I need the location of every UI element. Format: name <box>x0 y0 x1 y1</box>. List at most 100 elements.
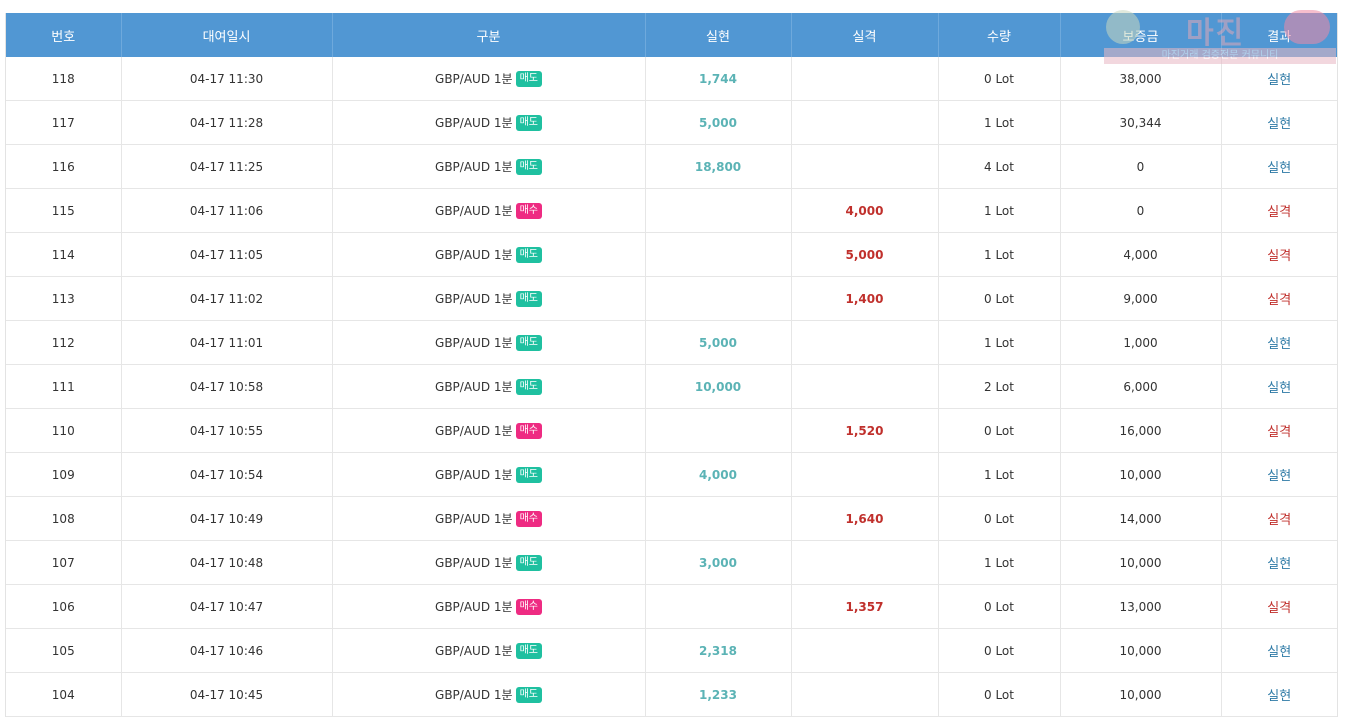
cell-result: 실격 <box>1221 496 1337 541</box>
cell-quantity: 0 Lot <box>938 584 1061 629</box>
cell-deposit: 13,000 <box>1060 584 1222 629</box>
cell-deposit: 10,000 <box>1060 540 1222 585</box>
cell-deposit: 6,000 <box>1060 364 1222 409</box>
result-link[interactable]: 실현 <box>1267 381 1292 396</box>
result-link[interactable]: 실격 <box>1267 205 1292 220</box>
cell-category: GBP/AUD 1분 매도 <box>332 540 646 585</box>
cell-result: 실현 <box>1221 628 1337 673</box>
cell-quantity: 2 Lot <box>938 364 1061 409</box>
result-link[interactable]: 실현 <box>1267 73 1292 88</box>
table-row: 112 04-17 11:01 GBP/AUD 1분 매도 5,000 1 Lot 1,00… <box>6 320 1337 365</box>
result-link[interactable]: 실현 <box>1267 557 1292 572</box>
trade-history-table-container: 번호 대여일시 구분 실현 실격 수량 보증금 결과 118 04-17 11:3… <box>5 13 1338 717</box>
cell-quantity: 4 Lot <box>938 144 1061 189</box>
header-realized: 실현 <box>645 13 792 57</box>
cell-number: 112 <box>6 320 122 365</box>
cell-realized <box>645 496 792 541</box>
sell-badge: 매도 <box>515 379 542 396</box>
cell-realized: 5,000 <box>645 320 792 365</box>
result-link[interactable]: 실격 <box>1267 513 1292 528</box>
pair-label: GBP/AUD 1분 <box>435 467 513 482</box>
cell-realized: 18,800 <box>645 144 792 189</box>
cell-datetime: 04-17 10:47 <box>121 584 333 629</box>
table-row: 105 04-17 10:46 GBP/AUD 1분 매도 2,318 0 Lot 10,0… <box>6 628 1337 673</box>
cell-number: 104 <box>6 672 122 717</box>
cell-datetime: 04-17 10:55 <box>121 408 333 453</box>
result-link[interactable]: 실격 <box>1267 249 1292 264</box>
cell-deposit: 0 <box>1060 144 1222 189</box>
cell-category: GBP/AUD 1분 매도 <box>332 452 646 497</box>
cell-category: GBP/AUD 1분 매수 <box>332 188 646 233</box>
buy-badge: 매수 <box>515 423 542 440</box>
cell-loss <box>791 628 939 673</box>
cell-category: GBP/AUD 1분 매도 <box>332 57 646 101</box>
cell-realized: 1,233 <box>645 672 792 717</box>
cell-loss <box>791 672 939 717</box>
table-header: 번호 대여일시 구분 실현 실격 수량 보증금 결과 <box>6 13 1337 57</box>
header-number: 번호 <box>6 13 122 57</box>
table-row: 116 04-17 11:25 GBP/AUD 1분 매도 18,800 4 Lot 0 실현 <box>6 144 1337 189</box>
cell-realized <box>645 408 792 453</box>
cell-number: 117 <box>6 100 122 145</box>
table-row: 107 04-17 10:48 GBP/AUD 1분 매도 3,000 1 Lot 10,0… <box>6 540 1337 585</box>
table-row: 117 04-17 11:28 GBP/AUD 1분 매도 5,000 1 Lot 30,3… <box>6 100 1337 145</box>
cell-number: 111 <box>6 364 122 409</box>
result-link[interactable]: 실현 <box>1267 645 1292 660</box>
buy-badge: 매수 <box>515 511 542 528</box>
result-link[interactable]: 실현 <box>1267 337 1292 352</box>
cell-realized: 2,318 <box>645 628 792 673</box>
result-link[interactable]: 실현 <box>1267 689 1292 704</box>
table-row: 111 04-17 10:58 GBP/AUD 1분 매도 10,000 2 Lot 6,0… <box>6 364 1337 409</box>
cell-loss: 1,520 <box>791 408 939 453</box>
sell-badge: 매도 <box>515 71 542 88</box>
cell-number: 113 <box>6 276 122 321</box>
cell-datetime: 04-17 11:02 <box>121 276 333 321</box>
table-row: 104 04-17 10:45 GBP/AUD 1분 매도 1,233 0 Lot 10,0… <box>6 672 1337 717</box>
pair-label: GBP/AUD 1분 <box>435 159 513 174</box>
cell-datetime: 04-17 11:28 <box>121 100 333 145</box>
cell-deposit: 16,000 <box>1060 408 1222 453</box>
cell-result: 실격 <box>1221 188 1337 233</box>
cell-datetime: 04-17 11:30 <box>121 57 333 101</box>
cell-category: GBP/AUD 1분 매도 <box>332 232 646 277</box>
cell-result: 실격 <box>1221 232 1337 277</box>
cell-quantity: 1 Lot <box>938 100 1061 145</box>
table-row: 118 04-17 11:30 GBP/AUD 1분 매도 1,744 0 Lot 38,0… <box>6 57 1337 101</box>
pair-label: GBP/AUD 1분 <box>435 291 513 306</box>
cell-result: 실현 <box>1221 100 1337 145</box>
cell-number: 115 <box>6 188 122 233</box>
result-link[interactable]: 실현 <box>1267 117 1292 132</box>
cell-quantity: 0 Lot <box>938 408 1061 453</box>
pair-label: GBP/AUD 1분 <box>435 115 513 130</box>
cell-category: GBP/AUD 1분 매도 <box>332 320 646 365</box>
cell-loss: 1,357 <box>791 584 939 629</box>
cell-deposit: 1,000 <box>1060 320 1222 365</box>
result-link[interactable]: 실현 <box>1267 161 1292 176</box>
cell-result: 실격 <box>1221 408 1337 453</box>
cell-number: 118 <box>6 57 122 101</box>
pair-label: GBP/AUD 1분 <box>435 423 513 438</box>
cell-datetime: 04-17 10:46 <box>121 628 333 673</box>
cell-quantity: 0 Lot <box>938 672 1061 717</box>
result-link[interactable]: 실격 <box>1267 425 1292 440</box>
cell-loss <box>791 144 939 189</box>
sell-badge: 매도 <box>515 467 542 484</box>
cell-deposit: 0 <box>1060 188 1222 233</box>
cell-result: 실격 <box>1221 584 1337 629</box>
pair-label: GBP/AUD 1분 <box>435 511 513 526</box>
cell-quantity: 1 Lot <box>938 540 1061 585</box>
cell-number: 114 <box>6 232 122 277</box>
cell-loss <box>791 320 939 365</box>
table-row: 108 04-17 10:49 GBP/AUD 1분 매수 1,640 0 Lot 14,0… <box>6 496 1337 541</box>
result-link[interactable]: 실현 <box>1267 469 1292 484</box>
header-loss: 실격 <box>791 13 939 57</box>
header-quantity: 수량 <box>938 13 1061 57</box>
result-link[interactable]: 실격 <box>1267 293 1292 308</box>
cell-datetime: 04-17 10:58 <box>121 364 333 409</box>
cell-deposit: 10,000 <box>1060 672 1222 717</box>
pair-label: GBP/AUD 1분 <box>435 203 513 218</box>
cell-category: GBP/AUD 1분 매수 <box>332 408 646 453</box>
result-link[interactable]: 실격 <box>1267 601 1292 616</box>
cell-number: 107 <box>6 540 122 585</box>
cell-quantity: 0 Lot <box>938 276 1061 321</box>
